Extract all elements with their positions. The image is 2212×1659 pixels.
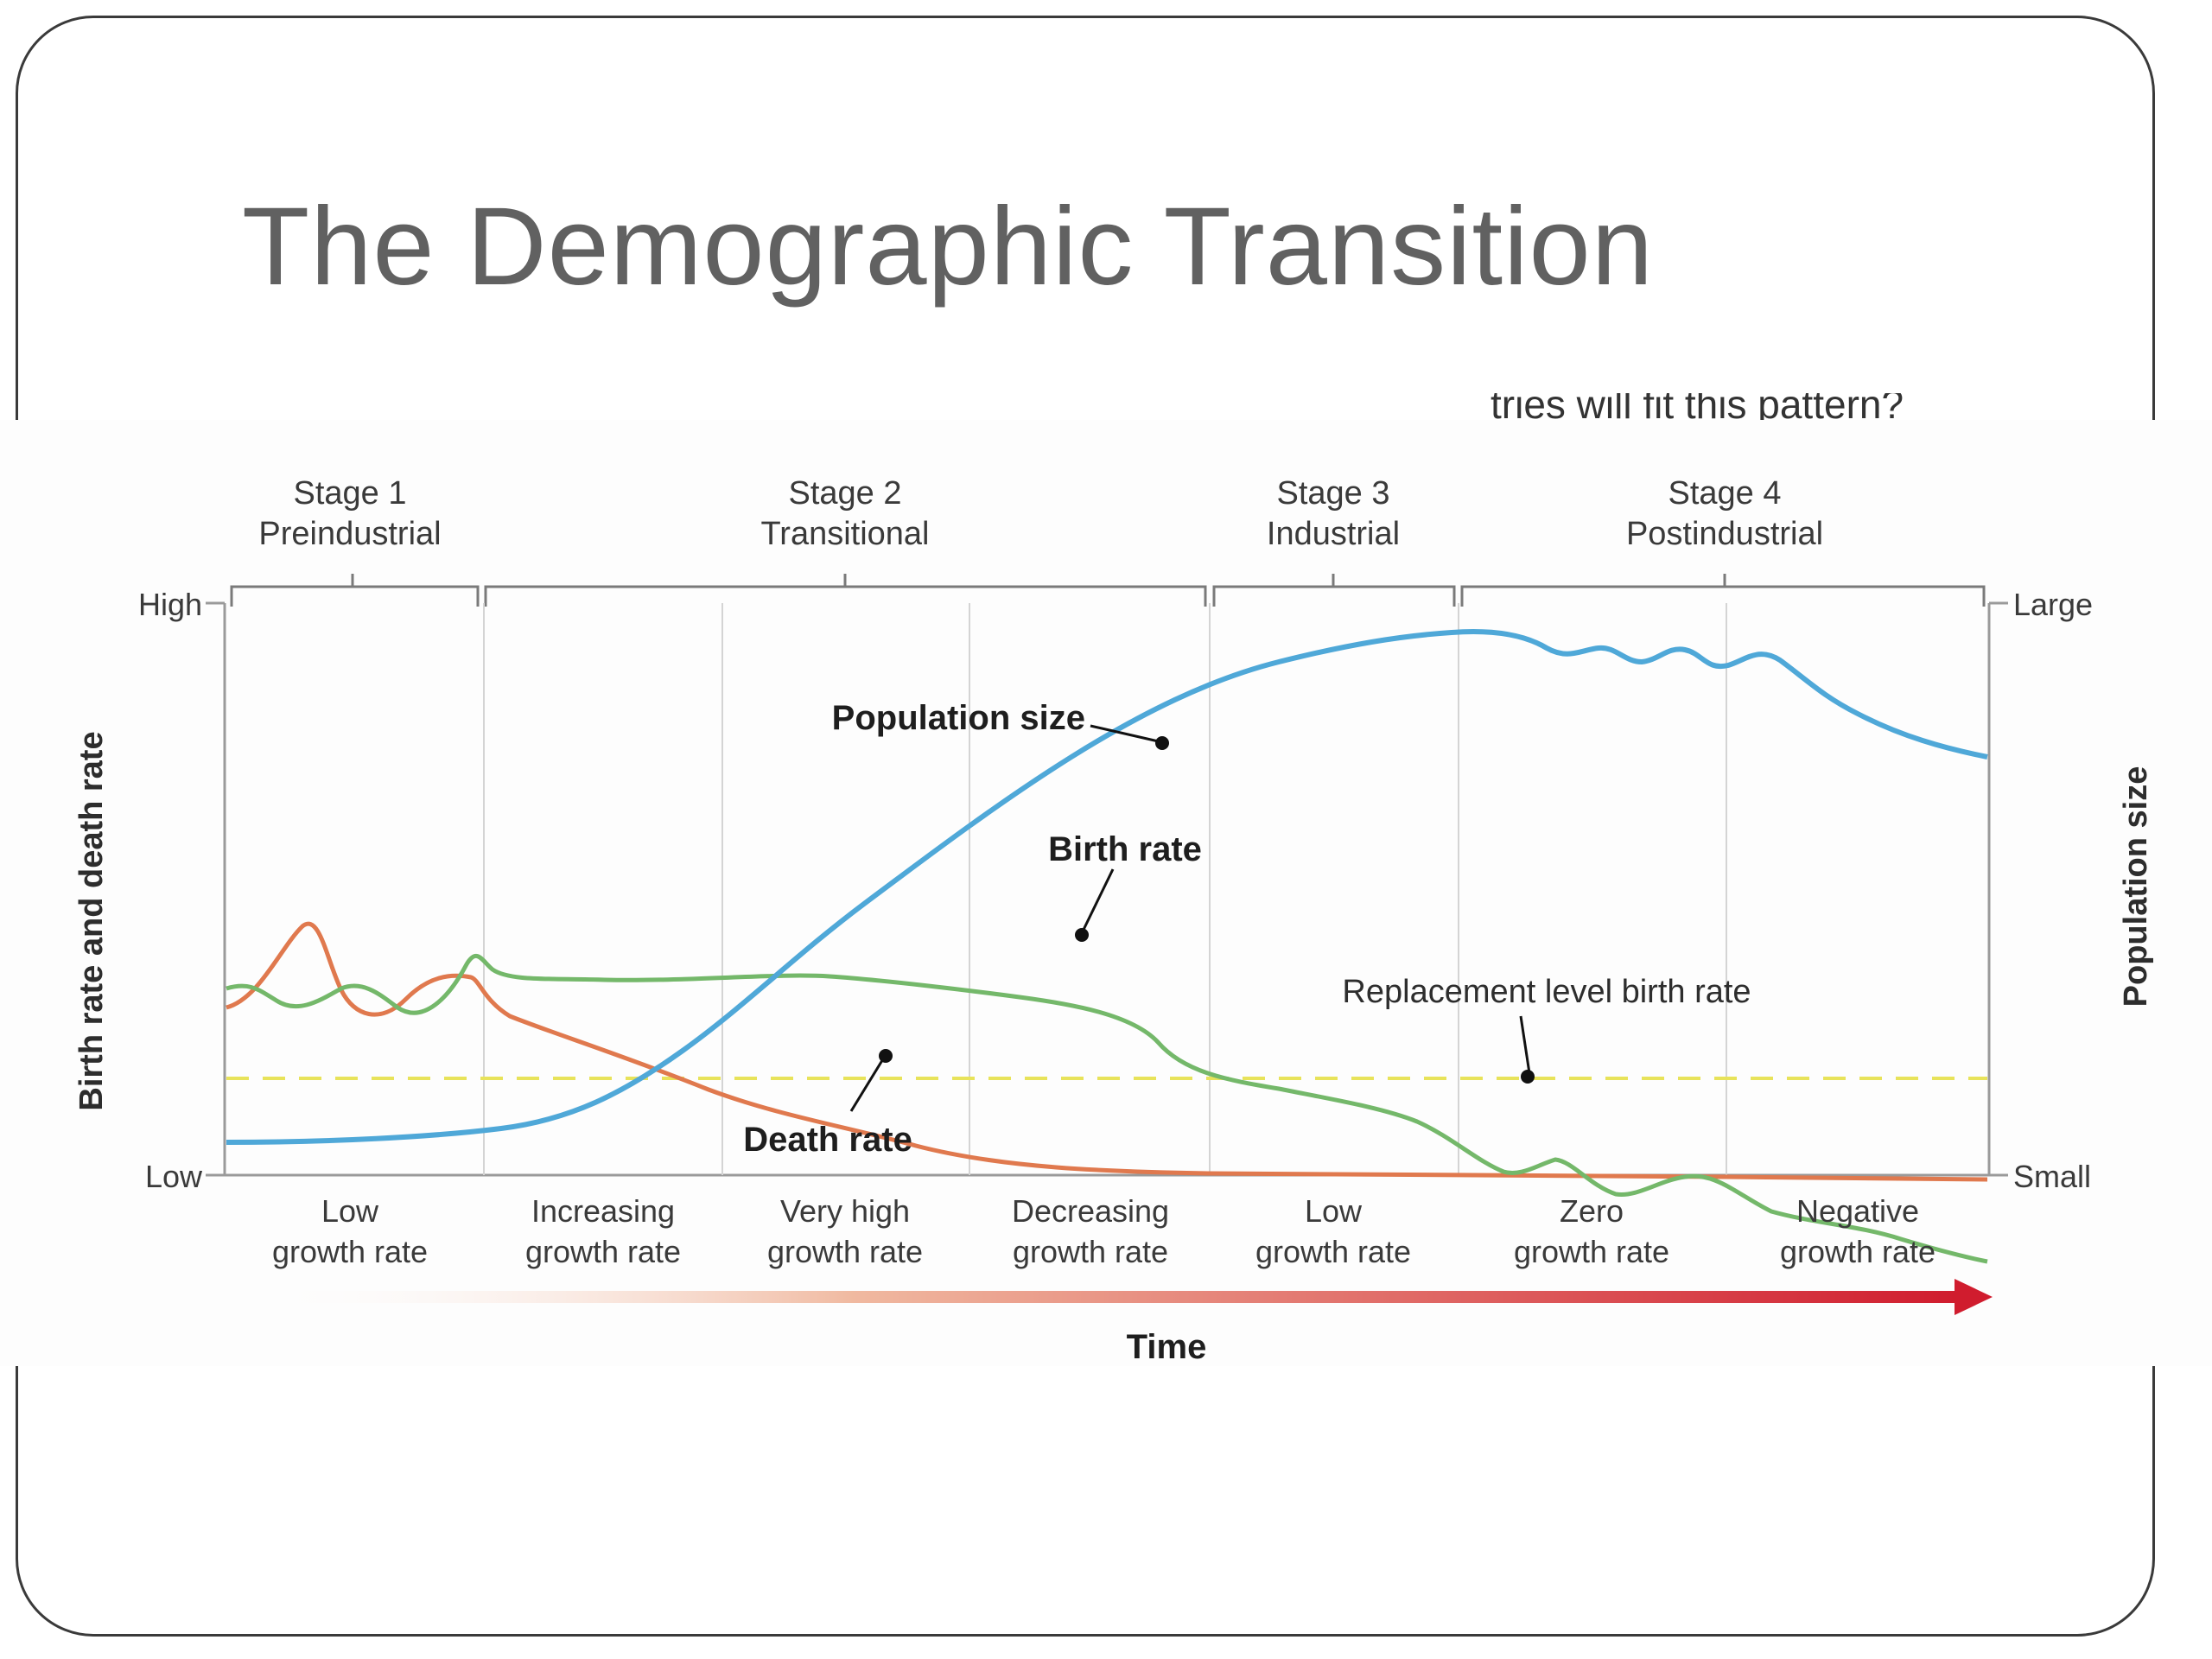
growth-label-7b: growth rate — [1780, 1234, 1936, 1269]
stage-4-label: Postindustrial — [1626, 516, 1823, 552]
time-arrow — [259, 1279, 1993, 1315]
growth-label-5a: Low — [1305, 1193, 1363, 1229]
right-axis-title: Population size — [2118, 766, 2154, 1007]
death-rate-annotation: Death rate — [743, 1121, 912, 1159]
growth-label-4a: Decreasing — [1012, 1193, 1169, 1229]
growth-label-4b: growth rate — [1013, 1234, 1168, 1269]
stage-1-name: Stage 1 — [294, 475, 407, 512]
growth-label-1b: growth rate — [272, 1234, 428, 1269]
growth-label-1a: Low — [321, 1193, 379, 1229]
stage-2-name: Stage 2 — [789, 475, 902, 512]
time-arrow-head — [1955, 1279, 1993, 1315]
death-rate-line — [226, 921, 1988, 1182]
right-axis-large: Large — [2013, 587, 2093, 622]
population-size-line — [226, 629, 1988, 1145]
replacement-level-annotation: Replacement level birth rate — [1342, 974, 1751, 1010]
left-axis-low: Low — [145, 1159, 203, 1194]
demographic-transition-figure: Stage 1 Preindustrial Stage 2 Transition… — [0, 420, 2212, 1366]
stage-2-bracket — [484, 574, 1207, 607]
left-axis-high: High — [138, 587, 202, 622]
replacement-dot — [1521, 1070, 1535, 1084]
growth-label-2b: growth rate — [525, 1234, 681, 1269]
death-rate-dot — [879, 1049, 893, 1063]
left-axis-title: Birth rate and death rate — [73, 731, 110, 1110]
birth-rate-line — [226, 954, 1988, 1264]
growth-label-6a: Zero — [1560, 1193, 1624, 1229]
annotation-dots — [879, 736, 1535, 1084]
stage-1-label: Preindustrial — [258, 516, 441, 552]
annotation-leaders — [849, 724, 1531, 1112]
period-dividers — [483, 603, 1727, 1175]
stage-4-name: Stage 4 — [1669, 475, 1782, 512]
growth-label-7a: Negative — [1796, 1193, 1919, 1229]
stage-4-bracket — [1460, 574, 1986, 607]
birth-rate-annotation: Birth rate — [1048, 830, 1202, 868]
stage-3-label: Industrial — [1267, 516, 1400, 552]
population-dot — [1155, 736, 1169, 750]
growth-label-3b: growth rate — [767, 1234, 923, 1269]
x-axis-title: Time — [1127, 1328, 1207, 1366]
population-size-annotation: Population size — [832, 699, 1085, 737]
stage-3-name: Stage 3 — [1277, 475, 1390, 512]
stage-2-label: Transitional — [760, 516, 929, 552]
right-axis-small: Small — [2013, 1159, 2091, 1194]
stage-brackets — [230, 574, 1986, 607]
growth-label-5b: growth rate — [1255, 1234, 1411, 1269]
time-arrow-shaft — [259, 1291, 1957, 1303]
stage-1-bracket — [230, 574, 480, 607]
plot-frame — [206, 601, 2008, 1177]
slide-title: The Demographic Transition — [242, 185, 1654, 308]
growth-label-6b: growth rate — [1514, 1234, 1669, 1269]
growth-label-3a: Very high — [780, 1193, 910, 1229]
diagram-svg: Stage 1 Preindustrial Stage 2 Transition… — [73, 475, 2154, 1366]
growth-label-2a: Increasing — [531, 1193, 675, 1229]
stage-3-bracket — [1212, 574, 1456, 607]
birth-rate-dot — [1075, 928, 1089, 942]
